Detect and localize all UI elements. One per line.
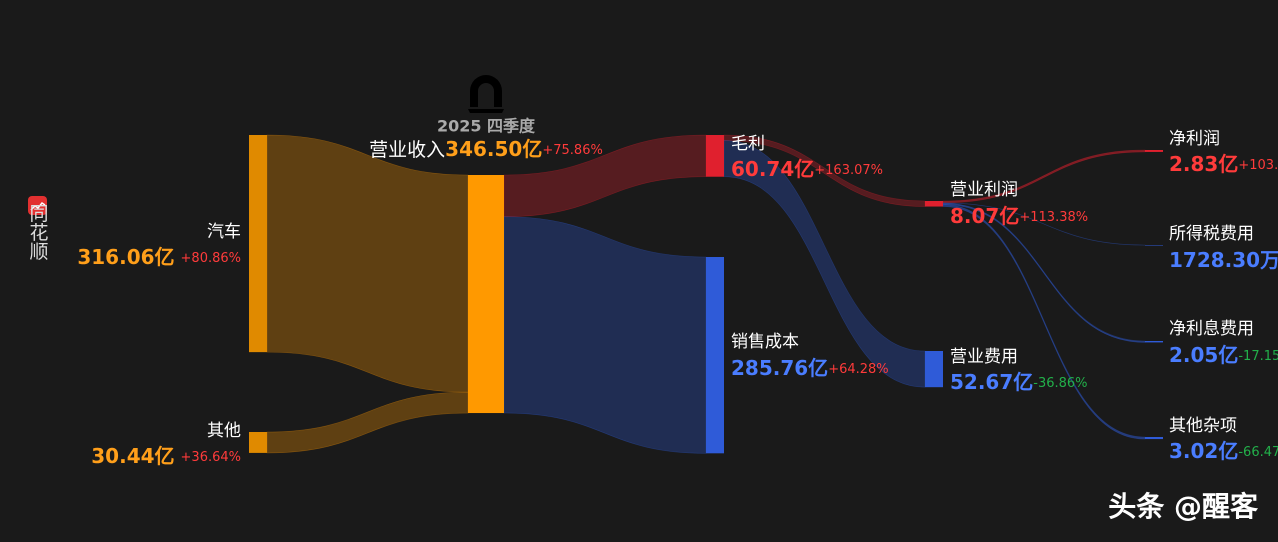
node bbox=[1145, 150, 1163, 152]
node-name: 净利息费用 bbox=[1169, 319, 1254, 339]
node bbox=[249, 135, 267, 353]
node bbox=[1145, 341, 1163, 343]
node bbox=[1145, 437, 1163, 440]
node-name: 营业费用 bbox=[950, 347, 1018, 367]
node-change: -17.15 bbox=[1238, 349, 1278, 364]
node-value: 3.02亿 bbox=[1169, 439, 1238, 463]
node bbox=[1145, 245, 1163, 246]
node-value-line: 30.44亿 +36.64% bbox=[91, 444, 241, 468]
node-value: 346.50亿 bbox=[445, 137, 542, 161]
node-value: 30.44亿 bbox=[91, 444, 174, 468]
node-change: +64.28% bbox=[828, 362, 888, 377]
node-name: 销售成本 bbox=[731, 332, 799, 352]
link bbox=[503, 216, 707, 454]
node bbox=[925, 351, 943, 388]
node-name: 所得税费用 bbox=[1169, 224, 1254, 244]
node-name: 汽车 bbox=[207, 222, 241, 242]
node-value-line: 285.76亿+64.28% bbox=[731, 356, 889, 380]
node-name: 净利润 bbox=[1169, 129, 1220, 149]
brand: 同花顺 bbox=[27, 204, 49, 261]
node-change: +103.9 bbox=[1238, 158, 1278, 173]
node-value: 285.76亿 bbox=[731, 356, 828, 380]
link bbox=[266, 134, 469, 393]
node-value: 2.83亿 bbox=[1169, 152, 1238, 176]
links bbox=[266, 134, 1146, 454]
node-value-line: 60.74亿+163.07% bbox=[731, 157, 883, 181]
node bbox=[925, 201, 943, 207]
brand-icon-line bbox=[30, 201, 46, 211]
node-change: +163.07% bbox=[814, 163, 883, 178]
node-value-line: 8.07亿+113.38% bbox=[950, 204, 1088, 228]
node-value: 316.06亿 bbox=[77, 245, 174, 269]
link bbox=[942, 204, 1146, 440]
node-change: +113.38% bbox=[1019, 210, 1088, 225]
node-value: 60.74亿 bbox=[731, 157, 814, 181]
node-name: 其他杂项 bbox=[1169, 416, 1237, 436]
link bbox=[266, 391, 469, 454]
node-name: 营业利润 bbox=[950, 180, 1018, 200]
node-value: 1728.30万 bbox=[1169, 248, 1278, 272]
node-change: +80.86% bbox=[181, 251, 241, 266]
watermark: 头条 @醒客 bbox=[1108, 490, 1259, 523]
node-name: 其他 bbox=[207, 421, 241, 441]
period: 2025 四季度 bbox=[437, 117, 536, 136]
node-name: 营业收入 bbox=[369, 139, 445, 161]
node-name: 毛利 bbox=[731, 134, 765, 154]
node-value-line: 52.67亿-36.86% bbox=[950, 370, 1088, 394]
node bbox=[706, 257, 724, 454]
node-change: +36.64% bbox=[181, 450, 241, 465]
node-change: -36.86% bbox=[1033, 376, 1087, 391]
node-value-line: 2.83亿+103.9 bbox=[1169, 152, 1278, 176]
node-change: +75.86% bbox=[542, 143, 602, 158]
node-label: 营业收入346.50亿+75.86% bbox=[369, 137, 603, 161]
node-value-line: 2.05亿-17.15 bbox=[1169, 343, 1278, 367]
node bbox=[249, 432, 267, 453]
node-value: 8.07亿 bbox=[950, 204, 1019, 228]
node-value-line: 3.02亿-66.47 bbox=[1169, 439, 1278, 463]
node-value: 52.67亿 bbox=[950, 370, 1033, 394]
node bbox=[468, 175, 504, 414]
node-value: 2.05亿 bbox=[1169, 343, 1238, 367]
logo bbox=[468, 75, 504, 113]
node bbox=[706, 135, 724, 177]
node-change: -66.47 bbox=[1238, 445, 1278, 460]
node-value-line: 316.06亿 +80.86% bbox=[77, 245, 241, 269]
node-value-line: 1728.30万+ bbox=[1169, 248, 1278, 272]
brand-icon bbox=[28, 196, 47, 215]
